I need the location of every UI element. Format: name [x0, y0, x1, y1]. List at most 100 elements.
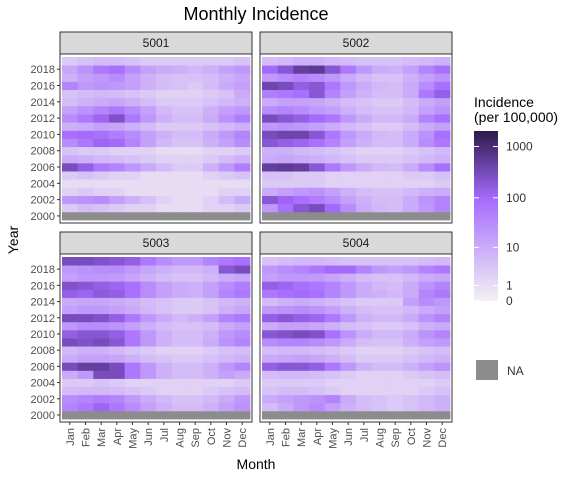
heatmap-cell [340, 378, 357, 387]
heatmap-cell [156, 370, 173, 379]
facet-strip-label: 5002 [343, 36, 370, 50]
heatmap-cell [218, 65, 235, 74]
heatmap-cell [171, 187, 188, 196]
heatmap-cell [371, 81, 388, 90]
heatmap-cell [262, 138, 279, 148]
heatmap-cell [124, 146, 141, 156]
heatmap-cell [93, 114, 110, 123]
heatmap-cell [140, 114, 157, 123]
heatmap-cell [371, 281, 388, 290]
heatmap-cell [403, 154, 420, 164]
heatmap-cell [277, 338, 294, 347]
heatmap-cell [356, 171, 373, 180]
heatmap-cell [356, 338, 373, 347]
heatmap-cell [340, 89, 357, 99]
y-tick-label: 2008 [31, 345, 55, 357]
heatmap-cell [140, 265, 157, 274]
heatmap-cell [371, 114, 388, 123]
x-tick-label: Apr [312, 428, 324, 445]
heatmap-cell [371, 179, 388, 188]
heatmap-cell [234, 362, 251, 371]
heatmap-cell [156, 362, 173, 371]
heatmap-cell [203, 179, 220, 188]
heatmap-cell [187, 313, 204, 323]
heatmap-cell [109, 313, 126, 323]
heatmap-cell [403, 402, 420, 412]
heatmap-cell [234, 313, 251, 323]
heatmap-cell [93, 162, 110, 172]
heatmap-cell [403, 281, 420, 290]
heatmap-cell [124, 105, 141, 115]
heatmap-cell [124, 378, 141, 387]
heatmap-cell [171, 297, 188, 306]
heatmap-cell [403, 73, 420, 82]
heatmap-cell [156, 257, 173, 266]
heatmap-cell [124, 329, 141, 339]
heatmap-cell [187, 146, 204, 156]
heatmap-cell [203, 171, 220, 180]
heatmap-cell [62, 138, 79, 148]
heatmap-cell [340, 146, 357, 156]
heatmap-cell [434, 378, 451, 387]
heatmap-cell [340, 402, 357, 412]
heatmap-cell [371, 394, 388, 404]
heatmap-cell [140, 105, 157, 115]
heatmap-cell [62, 195, 79, 205]
heatmap-cell [418, 73, 435, 82]
heatmap-cell [387, 329, 404, 339]
heatmap-cell [218, 257, 235, 266]
heatmap-cell [203, 370, 220, 379]
heatmap-cell [309, 257, 326, 266]
heatmap-cell [277, 211, 294, 221]
heatmap-cell [324, 187, 341, 196]
heatmap-cell [356, 321, 373, 331]
heatmap-cell [203, 162, 220, 172]
heatmap-cell [203, 297, 220, 306]
heatmap-cell [309, 146, 326, 156]
y-tick-label: 2012 [31, 113, 55, 125]
heatmap-cell [324, 65, 341, 74]
x-tick-label: Jun [143, 428, 155, 446]
heatmap-cell [93, 378, 110, 387]
heatmap-cell [124, 354, 141, 363]
heatmap-cell [403, 162, 420, 172]
heatmap-cell [203, 138, 220, 148]
heatmap-cell [262, 281, 279, 290]
heatmap-cell [203, 394, 220, 404]
facet-5004: 5004 [259, 231, 453, 423]
heatmap-cell [93, 362, 110, 371]
heatmap-cell [387, 297, 404, 306]
x-tick-label: Nov [422, 428, 434, 448]
heatmap-cell [403, 97, 420, 107]
heatmap-cell [140, 89, 157, 99]
heatmap-cell [324, 114, 341, 123]
heatmap-cell [356, 122, 373, 131]
heatmap-cell [93, 65, 110, 74]
heatmap-cell [340, 273, 357, 282]
heatmap-cell [187, 179, 204, 188]
heatmap-cell [434, 394, 451, 404]
heatmap-cell [93, 394, 110, 404]
heatmap-cell [371, 203, 388, 213]
heatmap-cell [356, 65, 373, 74]
heatmap-cell [109, 354, 126, 363]
legend-tick-label: 1000 [506, 139, 533, 153]
y-tick-label: 2000 [31, 211, 55, 223]
heatmap-cell [124, 114, 141, 123]
heatmap-cell [293, 179, 310, 188]
heatmap-cell [171, 122, 188, 131]
heatmap-cell [324, 138, 341, 148]
heatmap-cell [93, 297, 110, 306]
heatmap-cell [434, 338, 451, 347]
heatmap-cell [203, 354, 220, 363]
heatmap-cell [277, 265, 294, 274]
heatmap-cell [277, 273, 294, 282]
heatmap-cell [277, 130, 294, 139]
heatmap-cell [62, 154, 79, 164]
heatmap-cell [324, 146, 341, 156]
heatmap-cell [418, 305, 435, 315]
heatmap-cell [262, 321, 279, 331]
heatmap-cell [77, 370, 94, 379]
heatmap-cell [77, 305, 94, 315]
heatmap-cell [187, 386, 204, 396]
